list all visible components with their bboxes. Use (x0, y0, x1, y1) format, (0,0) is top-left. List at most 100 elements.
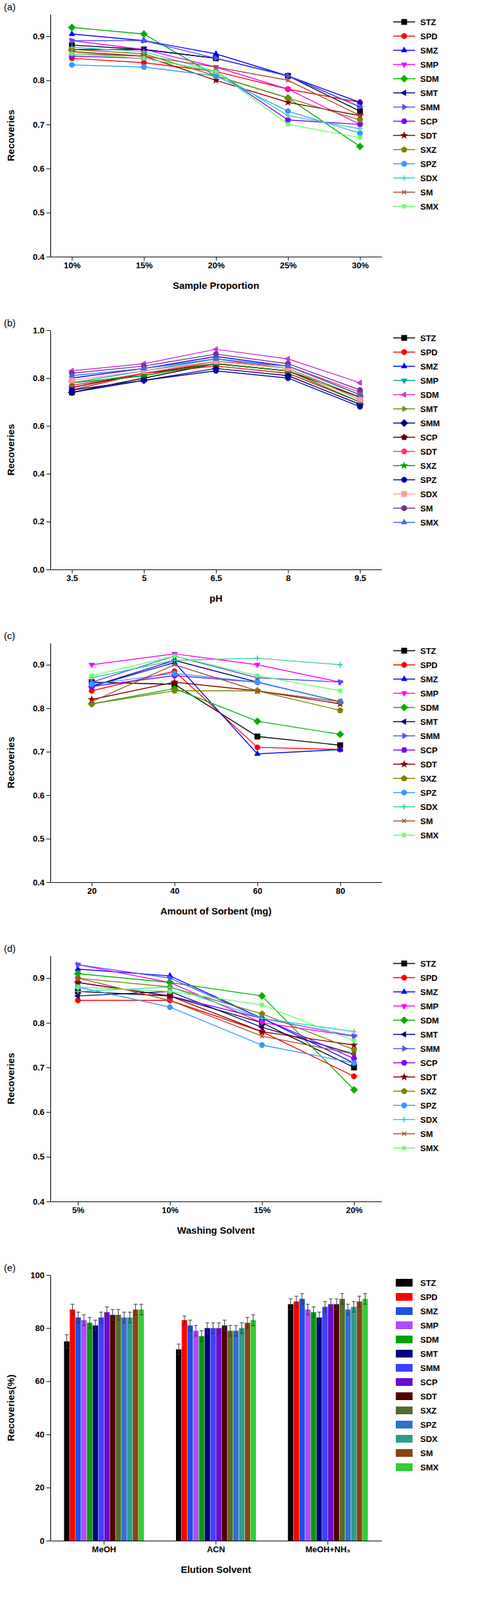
series-line (91, 664, 341, 702)
point (254, 750, 261, 756)
point (68, 44, 75, 50)
legend-marker (401, 335, 407, 341)
bar (227, 1330, 233, 1540)
y-tick-label: 0.0 (32, 564, 45, 575)
series-line (91, 682, 341, 746)
point (212, 355, 219, 361)
x-axis-title: Elution Solvent (180, 1563, 251, 1575)
line-series (75, 983, 358, 1034)
point (75, 983, 81, 989)
y-axis: 0.40.50.60.70.80.9 (32, 14, 51, 262)
legend-label: SXZ (420, 1086, 437, 1096)
legend-label: SXZ (420, 145, 437, 155)
point (337, 662, 343, 668)
legend-entry: SPD (393, 347, 438, 358)
legend-label: SDX (420, 173, 438, 184)
point (356, 379, 362, 386)
legend-marker (400, 675, 407, 681)
point (258, 1023, 264, 1030)
line-series (68, 55, 363, 106)
point (76, 975, 80, 980)
error-bar (322, 1300, 327, 1312)
bar-series (104, 1298, 334, 1540)
x-tick (103, 1539, 105, 1544)
bar (69, 1309, 75, 1540)
point (253, 717, 262, 725)
error-bar (81, 1314, 86, 1325)
plot-area (63, 1293, 368, 1540)
error-bar (222, 1319, 227, 1330)
point (88, 681, 95, 687)
error-bar (205, 1322, 210, 1333)
legend-label: SPD (420, 31, 438, 42)
series-line (77, 986, 354, 1040)
error-bar (93, 1319, 98, 1330)
bar (210, 1327, 216, 1540)
y-tick (46, 1022, 51, 1024)
legend-entry: SDT (393, 1071, 438, 1082)
error-bar (245, 1316, 250, 1328)
y-tick-label: 0.4 (32, 252, 46, 262)
x-tick (72, 256, 73, 261)
point (74, 974, 81, 981)
line-series (68, 358, 363, 396)
legend-label: STZ (420, 333, 437, 343)
legend-entry: SPD (393, 31, 438, 42)
legend-entry: SM (395, 1447, 434, 1458)
line-series (74, 974, 358, 1053)
y-tick-label: 0.9 (32, 972, 45, 983)
error-bar (317, 1311, 322, 1323)
error-bar (351, 1300, 356, 1312)
panel: 5%10%15%20%0.40.50.60.70.80.9(d)Washing … (3, 942, 440, 1236)
point (284, 94, 292, 102)
legend-swatch (395, 1335, 413, 1343)
legend-marker (400, 362, 407, 369)
error-bar (357, 1295, 362, 1306)
bar (98, 1316, 104, 1540)
point (357, 98, 363, 104)
series-line (72, 27, 361, 147)
y-tick-label: 0.4 (32, 1196, 46, 1207)
legend-entry: SPZ (393, 787, 437, 798)
legend-entry: SPD (393, 972, 438, 983)
series-line (72, 40, 361, 125)
legend-entry: SM (393, 187, 434, 198)
legend-marker (401, 349, 407, 355)
point (212, 68, 219, 75)
y-tick (46, 1539, 51, 1541)
x-tick-label: MeOH+NH₃ (305, 1543, 351, 1554)
x-axis: 3.556.589.5 (50, 569, 383, 583)
point (140, 30, 148, 38)
point (68, 61, 75, 68)
legend-swatch (395, 1292, 413, 1301)
legend-label: SM (420, 503, 434, 514)
point (284, 362, 291, 368)
point (172, 670, 178, 676)
point (259, 1015, 265, 1021)
bar (132, 1309, 138, 1540)
legend-entry: SMP (395, 1320, 439, 1330)
x-tick-label: 40 (170, 885, 180, 896)
legend-marker (400, 988, 407, 994)
y-tick (46, 569, 51, 570)
legend-entry: SMX (393, 1142, 439, 1153)
legend-label: SMT (420, 1029, 439, 1040)
point (352, 1032, 358, 1039)
y-tick-label: 0.2 (32, 516, 45, 527)
y-tick-label: 0.8 (32, 75, 45, 86)
error-bar (199, 1330, 204, 1341)
legend-label: SPD (420, 972, 438, 983)
series-line (72, 54, 361, 117)
bar (138, 1309, 144, 1540)
bar (350, 1305, 356, 1540)
line-series (76, 975, 356, 1056)
legend-entry: SXZ (395, 1405, 437, 1415)
x-tick-label: 30% (351, 260, 369, 271)
y-tick-label: 0 (39, 1535, 45, 1546)
point (254, 679, 260, 685)
line-series (74, 962, 357, 1040)
point (88, 700, 96, 708)
x-tick-label: MeOH (92, 1543, 117, 1554)
legend-label: SCP (420, 745, 438, 755)
point (166, 988, 173, 994)
